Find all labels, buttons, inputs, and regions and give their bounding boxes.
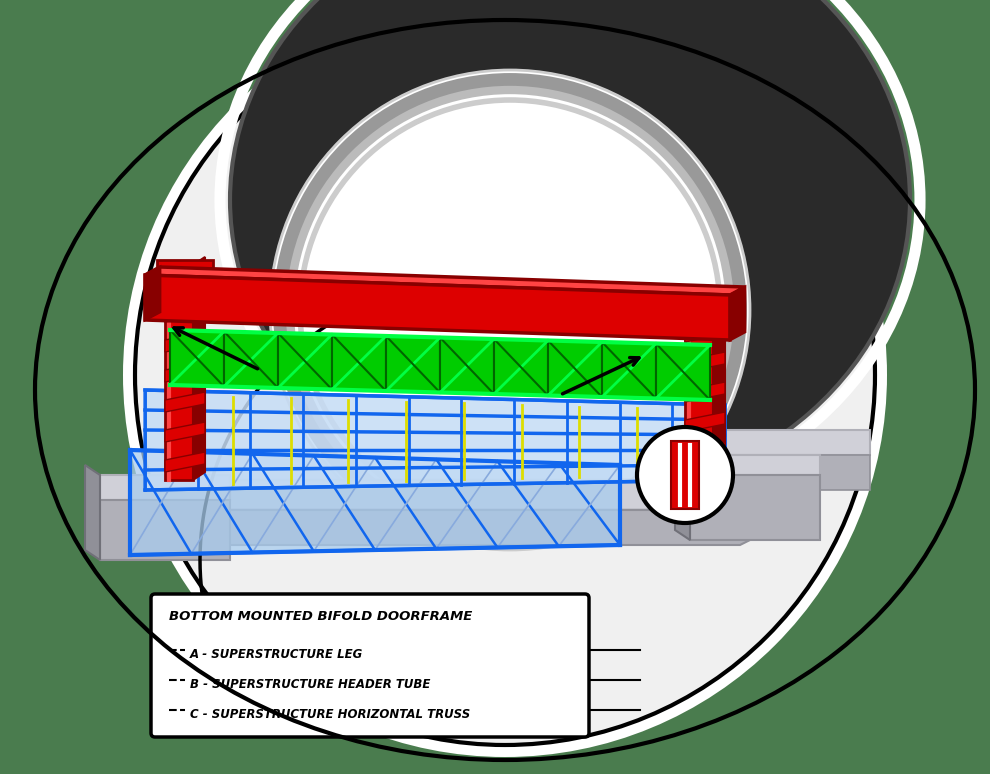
Polygon shape — [685, 295, 713, 475]
Circle shape — [123, 0, 887, 757]
Polygon shape — [685, 382, 725, 402]
Polygon shape — [100, 500, 230, 560]
Polygon shape — [145, 275, 730, 340]
Text: B - SUPERSTRUCTURE HEADER TUBE: B - SUPERSTRUCTURE HEADER TUBE — [190, 679, 431, 691]
Polygon shape — [278, 333, 332, 389]
Polygon shape — [677, 290, 733, 310]
Polygon shape — [120, 480, 800, 510]
Polygon shape — [120, 480, 800, 545]
Polygon shape — [685, 322, 725, 342]
Polygon shape — [100, 475, 230, 500]
Polygon shape — [145, 390, 725, 490]
Polygon shape — [165, 265, 193, 480]
Polygon shape — [720, 455, 870, 490]
Polygon shape — [165, 392, 205, 412]
Polygon shape — [165, 302, 205, 322]
Polygon shape — [685, 352, 725, 372]
Text: BOTTOM MOUNTED BIFOLD DOORFRAME: BOTTOM MOUNTED BIFOLD DOORFRAME — [169, 610, 472, 623]
Polygon shape — [332, 334, 386, 391]
Polygon shape — [656, 344, 710, 400]
Circle shape — [135, 5, 875, 745]
Polygon shape — [713, 287, 725, 475]
Polygon shape — [494, 339, 548, 396]
Ellipse shape — [230, 0, 910, 500]
Polygon shape — [386, 336, 440, 392]
Polygon shape — [440, 337, 494, 394]
Polygon shape — [671, 441, 699, 509]
Polygon shape — [157, 260, 213, 280]
Text: C - SUPERSTRUCTURE HORIZONTAL TRUSS: C - SUPERSTRUCTURE HORIZONTAL TRUSS — [190, 708, 470, 721]
Polygon shape — [690, 455, 820, 475]
Polygon shape — [145, 267, 745, 295]
Polygon shape — [602, 342, 656, 399]
Polygon shape — [165, 362, 205, 382]
Polygon shape — [690, 475, 820, 540]
Polygon shape — [685, 442, 725, 462]
Polygon shape — [675, 445, 690, 540]
Polygon shape — [193, 257, 205, 480]
Polygon shape — [548, 341, 602, 397]
Polygon shape — [120, 480, 180, 545]
Text: A - SUPERSTRUCTURE LEG: A - SUPERSTRUCTURE LEG — [190, 649, 363, 662]
Polygon shape — [145, 267, 160, 320]
Polygon shape — [170, 330, 224, 386]
Circle shape — [637, 427, 733, 523]
Polygon shape — [720, 430, 870, 455]
Polygon shape — [165, 422, 205, 442]
Polygon shape — [165, 452, 205, 472]
Ellipse shape — [270, 70, 750, 550]
Polygon shape — [685, 412, 725, 432]
Polygon shape — [224, 331, 278, 388]
Polygon shape — [165, 332, 205, 352]
Polygon shape — [130, 450, 620, 555]
Polygon shape — [85, 465, 100, 560]
FancyBboxPatch shape — [151, 594, 589, 737]
Polygon shape — [730, 287, 745, 340]
